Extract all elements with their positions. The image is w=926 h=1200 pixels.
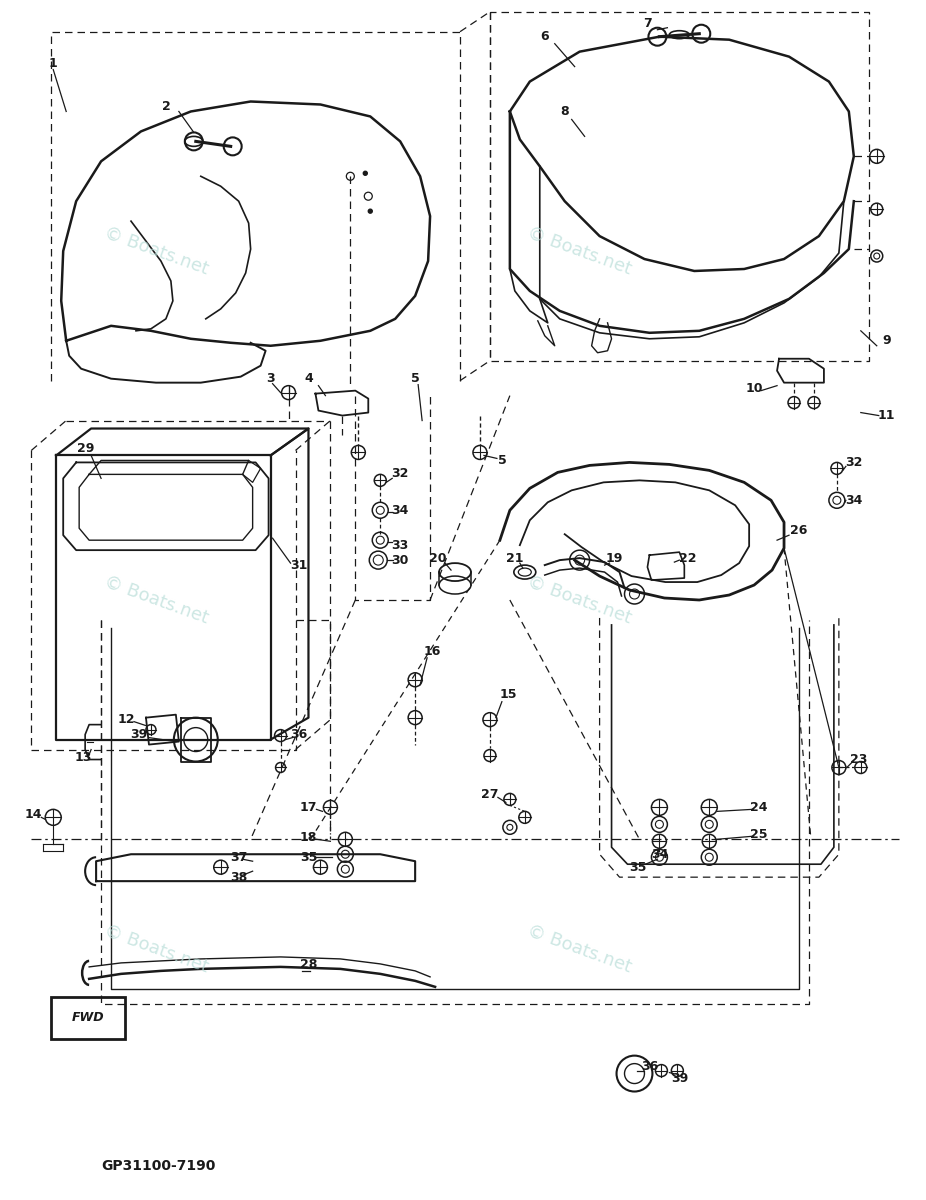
- Text: © Boats.net: © Boats.net: [101, 224, 210, 278]
- Text: 32: 32: [845, 456, 862, 469]
- Text: 11: 11: [878, 409, 895, 422]
- Text: 35: 35: [629, 860, 646, 874]
- Text: 12: 12: [118, 713, 135, 726]
- Text: 22: 22: [679, 552, 696, 565]
- Text: 27: 27: [482, 788, 499, 800]
- Text: 6: 6: [541, 30, 549, 43]
- Text: 38: 38: [230, 871, 247, 883]
- Text: 4: 4: [304, 372, 313, 385]
- Text: 15: 15: [499, 689, 517, 701]
- Text: 25: 25: [750, 828, 768, 841]
- Text: GP31100-7190: GP31100-7190: [101, 1159, 216, 1174]
- Text: © Boats.net: © Boats.net: [525, 922, 634, 976]
- Text: 2: 2: [161, 100, 170, 113]
- Text: 28: 28: [300, 959, 317, 972]
- Text: 24: 24: [750, 800, 768, 814]
- Text: 34: 34: [651, 847, 668, 860]
- Text: © Boats.net: © Boats.net: [525, 572, 634, 628]
- Text: 19: 19: [606, 552, 623, 565]
- Text: 21: 21: [507, 552, 523, 565]
- Text: © Boats.net: © Boats.net: [101, 572, 210, 628]
- Text: 33: 33: [392, 539, 408, 552]
- Text: 17: 17: [300, 800, 318, 814]
- Circle shape: [363, 172, 368, 175]
- Text: 14: 14: [25, 808, 42, 821]
- Text: 26: 26: [790, 523, 807, 536]
- Text: 36: 36: [290, 728, 307, 742]
- Text: 29: 29: [78, 442, 94, 455]
- Text: 5: 5: [497, 454, 507, 467]
- Text: 8: 8: [560, 104, 569, 118]
- Text: 30: 30: [392, 553, 409, 566]
- FancyBboxPatch shape: [51, 997, 125, 1039]
- Text: © Boats.net: © Boats.net: [101, 922, 210, 976]
- Text: © Boats.net: © Boats.net: [525, 224, 634, 278]
- Text: 35: 35: [300, 851, 317, 864]
- Text: 34: 34: [392, 504, 409, 517]
- Text: 20: 20: [430, 552, 447, 565]
- Text: 7: 7: [643, 17, 652, 30]
- Text: 31: 31: [290, 559, 307, 571]
- Text: 39: 39: [670, 1072, 688, 1085]
- Text: 37: 37: [230, 851, 247, 864]
- Circle shape: [369, 209, 372, 214]
- Text: 32: 32: [392, 467, 409, 480]
- Text: 5: 5: [411, 372, 419, 385]
- Text: 23: 23: [850, 754, 868, 766]
- Text: 34: 34: [845, 493, 862, 506]
- Text: 39: 39: [131, 728, 147, 742]
- Text: 36: 36: [641, 1060, 658, 1073]
- Text: 10: 10: [745, 382, 763, 395]
- Text: 9: 9: [882, 335, 891, 347]
- Text: 13: 13: [74, 751, 92, 764]
- Text: FWD: FWD: [72, 1012, 105, 1025]
- Text: 1: 1: [49, 58, 57, 70]
- Text: 18: 18: [300, 830, 317, 844]
- Text: 16: 16: [423, 646, 441, 659]
- Text: 3: 3: [267, 372, 275, 385]
